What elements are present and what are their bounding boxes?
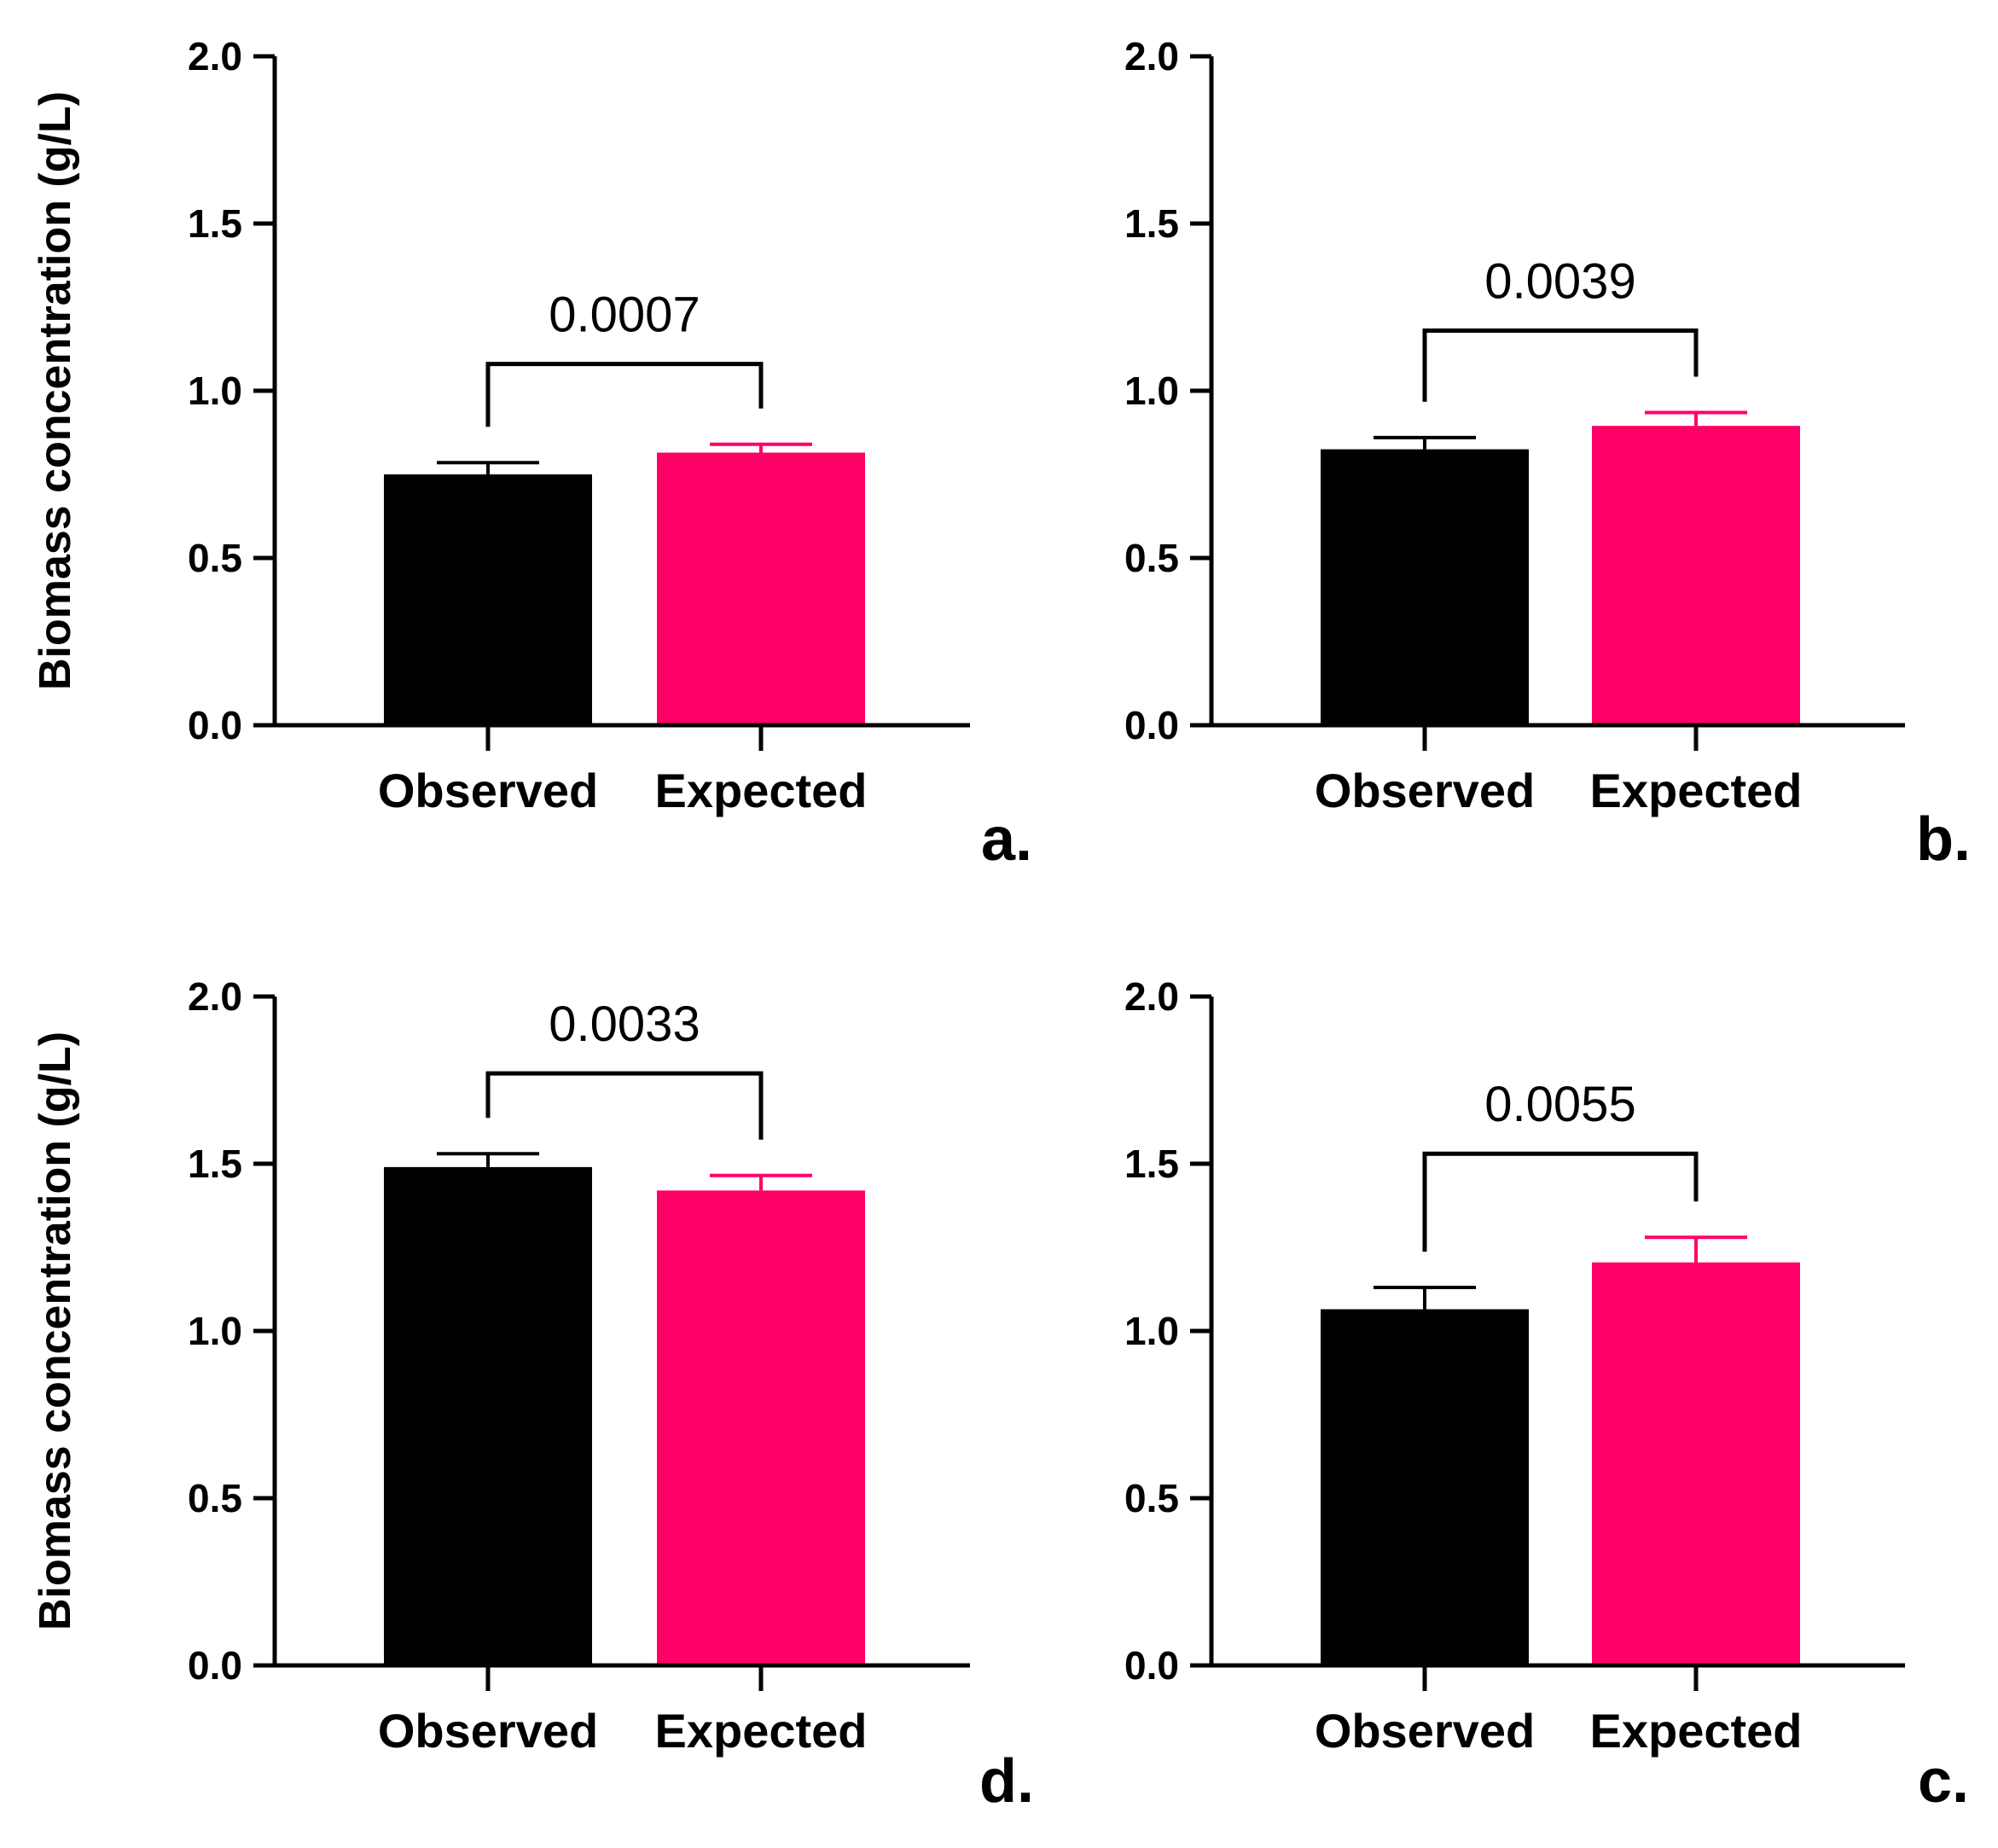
- bar-observed: [384, 474, 592, 725]
- significance-bracket: [485, 362, 764, 427]
- y-tick-label: 0.0: [188, 703, 242, 747]
- chart-panel-1: 0.0 0.5 1.0 1.5 2.0 Observed Expected 0.0007 Bio…: [31, 34, 1032, 874]
- bar-expected: [657, 452, 865, 725]
- y-tick-label: 2.0: [1124, 974, 1179, 1019]
- significance-bracket: [1422, 1151, 1699, 1252]
- y-tick-label: 0.0: [188, 1643, 242, 1688]
- bar-expected: [657, 1190, 865, 1665]
- significance-bracket: [1422, 328, 1699, 402]
- bar-observed: [384, 1166, 592, 1665]
- p-value-label: 0.0039: [1484, 253, 1635, 309]
- panel-letter: a.: [981, 805, 1032, 874]
- bar-observed: [1321, 449, 1529, 725]
- y-tick-label: 0.5: [188, 1476, 242, 1520]
- y-tick-label: 1.5: [1124, 201, 1179, 246]
- y-tick-label: 1.0: [188, 369, 242, 413]
- panel-letter: d.: [979, 1747, 1034, 1816]
- y-tick-label: 2.0: [1124, 34, 1179, 78]
- y-tick-label: 0.0: [1124, 1643, 1179, 1688]
- x-tick-label: Expected: [655, 764, 868, 817]
- y-tick-label: 1.0: [188, 1309, 242, 1353]
- x-tick-label: Expected: [655, 1704, 868, 1758]
- y-tick-label: 2.0: [188, 34, 242, 78]
- y-tick-label: 1.5: [188, 201, 242, 246]
- y-tick-label: 0.5: [1124, 1476, 1179, 1520]
- y-tick-label: 1.5: [1124, 1142, 1179, 1186]
- y-axis-title: Biomass concentration (g/L): [31, 91, 80, 690]
- chart-panel-4: 0.0 0.5 1.0 1.5 2.0 Observed Expected 0.0055 c.: [1124, 974, 1969, 1816]
- chart-panel-2: 0.0 0.5 1.0 1.5 2.0 Observed Expected 0.0039 b.: [1124, 34, 1971, 874]
- bar-observed: [1321, 1309, 1529, 1665]
- y-tick-label: 1.0: [1124, 1309, 1179, 1353]
- y-tick-label: 0.0: [1124, 703, 1179, 747]
- y-tick-label: 0.5: [188, 536, 242, 580]
- x-tick-label: Expected: [1590, 1704, 1803, 1758]
- y-tick-label: 2.0: [188, 974, 242, 1019]
- significance-bracket: [485, 1071, 764, 1140]
- x-tick-label: Observed: [378, 764, 598, 817]
- panel-letter: b.: [1916, 805, 1971, 874]
- x-tick-label: Observed: [1315, 764, 1535, 817]
- y-tick-label: 0.5: [1124, 536, 1179, 580]
- x-tick-label: Expected: [1590, 764, 1803, 817]
- bar-expected: [1592, 426, 1800, 725]
- y-axis-title: Biomass concentration (g/L): [31, 1032, 80, 1630]
- x-tick-label: Observed: [378, 1704, 598, 1758]
- y-tick-label: 1.5: [188, 1142, 242, 1186]
- bar-expected: [1592, 1262, 1800, 1665]
- p-value-label: 0.0055: [1484, 1077, 1635, 1132]
- p-value-label: 0.0033: [549, 997, 700, 1052]
- y-tick-label: 1.0: [1124, 369, 1179, 413]
- x-tick-label: Observed: [1315, 1704, 1535, 1758]
- p-value-label: 0.0007: [549, 288, 700, 343]
- panel-letter: c.: [1918, 1747, 1969, 1816]
- chart-panel-3: 0.0 0.5 1.0 1.5 2.0 Observed Expected 0.0033 Bio…: [31, 974, 1034, 1816]
